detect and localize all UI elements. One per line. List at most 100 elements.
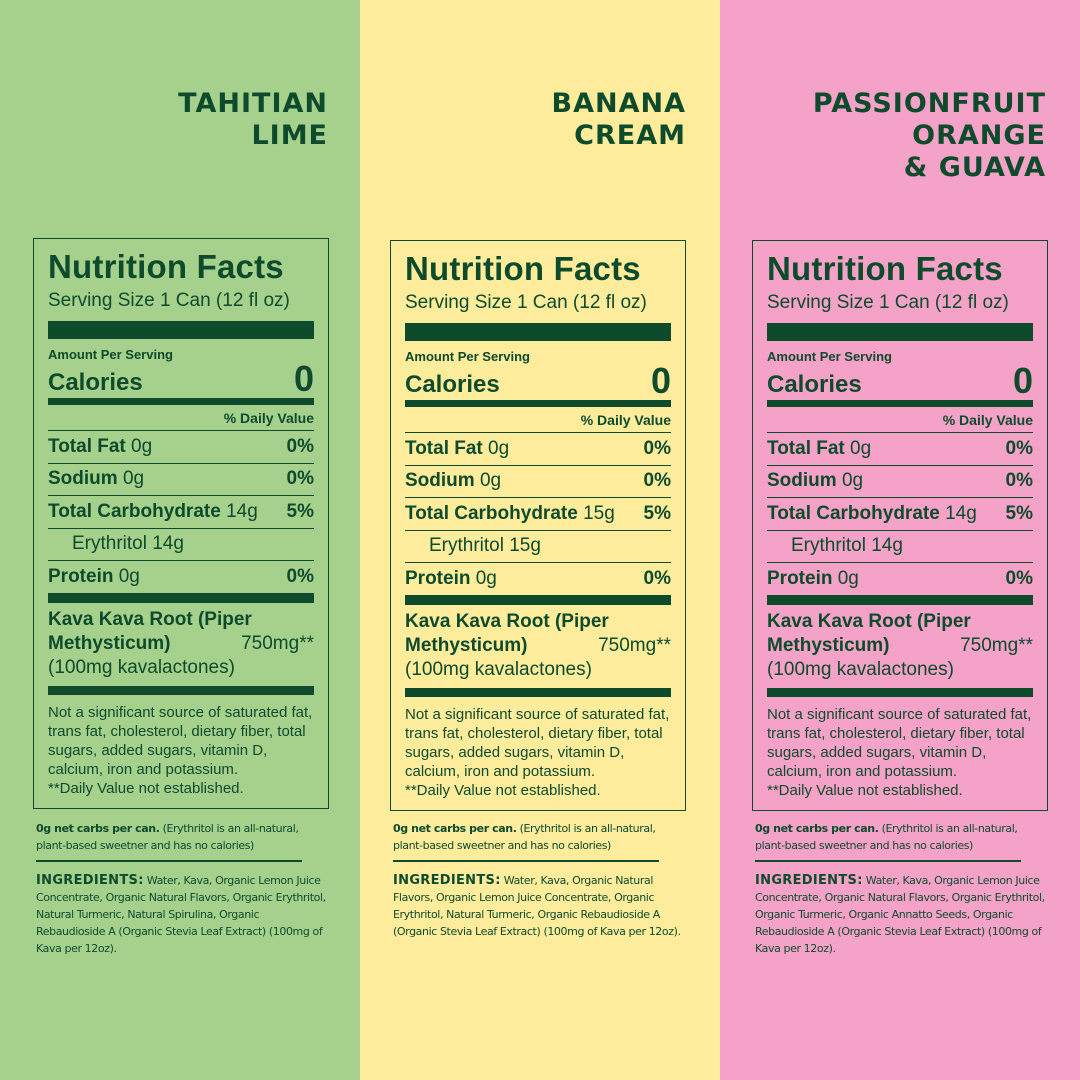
nutrient-row: Total Carbohydrate 15g 5% (405, 498, 671, 531)
calories-row: Calories 0 (767, 360, 1033, 401)
daily-value-header: % Daily Value (767, 407, 1033, 433)
nutrient-amount: Erythritol 14g (72, 533, 184, 555)
nutrient-name: Total Carbohydrate (767, 502, 940, 524)
divider (48, 593, 314, 603)
nutrient-daily-value: 0% (286, 468, 314, 490)
kava-line-1: Kava Kava Root (Piper (48, 608, 252, 630)
footnote-daily-value: **Daily Value not established. (767, 781, 963, 799)
nutrition-facts-heading: Nutrition Facts (405, 250, 641, 287)
ingredients-text: Water, Kava, Organic Lemon Juice Concent… (755, 873, 1045, 955)
kava-row: Kava Kava Root (Piper Methysticum) 750mg*… (48, 603, 314, 686)
panel-banana-cream: BANANA CREAM Nutrition Facts Serving Size… (360, 0, 720, 1080)
divider (48, 685, 314, 695)
divider (767, 400, 1033, 407)
label-notes: 0g net carbs per can. (Erythritol is an … (755, 820, 1045, 957)
nutrient-daily-value: 0% (286, 565, 314, 587)
nutrient-daily-value: 0% (643, 470, 671, 492)
ingredients-label: INGREDIENTS: (36, 872, 144, 888)
nutrient-daily-value: 0% (1005, 437, 1033, 459)
calories-label: Calories (48, 369, 143, 396)
divider (405, 323, 671, 341)
nutrient-daily-value: 0% (643, 437, 671, 459)
ingredients: INGREDIENTS: Water, Kava, Organic Lemon … (755, 872, 1045, 957)
nutrition-facts-label: Nutrition Facts Serving Size 1 Can (12 f… (390, 240, 686, 811)
nutrient-daily-value: 5% (1005, 502, 1033, 524)
nutrient-daily-value: 0% (643, 567, 671, 589)
nutrient-daily-value: 5% (286, 500, 314, 522)
daily-value-header: % Daily Value (48, 405, 314, 431)
title-line: BANANA (551, 88, 686, 119)
nutrient-daily-value: 0% (1005, 567, 1033, 589)
ingredients: INGREDIENTS: Water, Kava, Organic Natura… (393, 872, 683, 940)
net-carbs-bold: 0g net carbs per can. (36, 822, 160, 835)
nutrient-row: Total Fat 0g 0% (48, 431, 314, 464)
nutrient-name: Total Carbohydrate (405, 502, 578, 524)
nutrient-name: Protein (767, 567, 833, 589)
title-line: CREAM (574, 120, 686, 151)
nutrient-name: Total Fat (48, 435, 126, 457)
net-carbs-text: (Erythritol is an all-natural, plant-bas… (393, 822, 656, 852)
footnote: Not a significant source of saturated fa… (48, 695, 314, 798)
nutrient-name: Sodium (405, 470, 475, 492)
label-notes: 0g net carbs per can. (Erythritol is an … (36, 820, 326, 957)
calories-value: 0 (650, 360, 671, 401)
nutrient-name: Sodium (767, 470, 837, 492)
divider (405, 595, 671, 605)
footnote-daily-value: **Daily Value not established. (405, 781, 601, 799)
nutrient-amount: 15g (583, 502, 615, 524)
title-line: PASSIONFRUIT (812, 88, 1046, 119)
divider (393, 860, 659, 862)
nutrient-amount: 0g (488, 437, 510, 459)
nutrient-name: Total Carbohydrate (48, 500, 221, 522)
kava-line-1: Kava Kava Root (Piper (767, 610, 971, 632)
kava-amount: 750mg** (241, 632, 314, 654)
ingredients-text: Water, Kava, Organic Natural Flavors, Or… (393, 873, 681, 938)
serving-size: Serving Size 1 Can (12 fl oz) (48, 290, 290, 311)
divider (767, 595, 1033, 605)
kava-amount: 750mg** (960, 634, 1033, 656)
kava-amount: 750mg** (598, 634, 671, 656)
nutrient-amount: 0g (131, 435, 153, 457)
footnote-daily-value: **Daily Value not established. (48, 779, 244, 797)
title-line: ORANGE (912, 120, 1046, 151)
net-carbs-note: 0g net carbs per can. (Erythritol is an … (393, 820, 683, 854)
nutrition-facts-heading: Nutrition Facts (767, 250, 1003, 287)
kava-row: Kava Kava Root (Piper Methysticum) 750mg*… (405, 605, 671, 688)
flavor-title: BANANA CREAM (552, 88, 686, 152)
kava-line-1: Kava Kava Root (Piper (405, 610, 609, 632)
title-line: TAHITIAN (178, 88, 328, 119)
title-line: & GUAVA (903, 152, 1046, 183)
nutrient-daily-value: 5% (643, 502, 671, 524)
amount-per-serving: Amount Per Serving (767, 349, 892, 364)
daily-value-header: % Daily Value (405, 407, 671, 433)
nutrient-name: Protein (405, 567, 471, 589)
calories-value: 0 (1012, 360, 1033, 401)
divider (755, 860, 1021, 862)
nutrient-amount: 14g (226, 500, 258, 522)
divider (36, 860, 302, 862)
amount-per-serving: Amount Per Serving (405, 349, 530, 364)
nutrient-amount: 0g (118, 565, 140, 587)
ingredients-label: INGREDIENTS: (393, 872, 501, 888)
divider (767, 323, 1033, 341)
nutrition-facts-label: Nutrition Facts Serving Size 1 Can (12 f… (33, 238, 329, 809)
footnote-text: Not a significant source of saturated fa… (767, 705, 1032, 780)
divider (405, 687, 671, 697)
net-carbs-text: (Erythritol is an all-natural, plant-bas… (755, 822, 1018, 852)
calories-label: Calories (405, 371, 500, 398)
nutrition-facts-heading: Nutrition Facts (48, 248, 284, 285)
net-carbs-bold: 0g net carbs per can. (755, 822, 879, 835)
panel-passionfruit-orange-guava: PASSIONFRUIT ORANGE & GUAVA Nutrition Fact… (720, 0, 1080, 1080)
kava-line-2: Methysticum) (405, 634, 528, 656)
ingredients: INGREDIENTS: Water, Kava, Organic Lemon … (36, 872, 326, 957)
nutrient-amount: Erythritol 14g (791, 535, 903, 557)
label-notes: 0g net carbs per can. (Erythritol is an … (393, 820, 683, 940)
footnote-text: Not a significant source of saturated fa… (405, 705, 670, 780)
nutrient-amount: 0g (837, 567, 859, 589)
nutrient-name: Sodium (48, 468, 118, 490)
footnote-text: Not a significant source of saturated fa… (48, 703, 313, 778)
nutrient-name: Total Fat (767, 437, 845, 459)
serving-size: Serving Size 1 Can (12 fl oz) (405, 292, 647, 313)
calories-value: 0 (293, 358, 314, 399)
